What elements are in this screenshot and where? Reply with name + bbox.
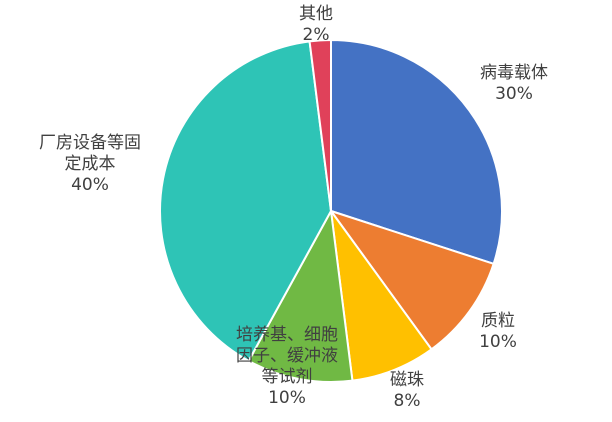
slice-category-label: 因子、缓冲液	[236, 346, 338, 366]
slice-percent-label: 2%	[303, 25, 330, 45]
slice-category-label: 定成本	[65, 154, 116, 174]
slice-percent-label: 10%	[268, 388, 306, 408]
pie-slice-5	[308, 38, 332, 212]
slice-label-1: 质粒 10%	[479, 311, 517, 352]
slice-percent-label: 8%	[394, 391, 421, 411]
slice-category-label: 磁珠	[390, 370, 424, 390]
slice-category-label: 等试剂	[262, 367, 313, 387]
slice-category-label: 其他	[299, 4, 333, 24]
slice-label-5: 其他 2%	[299, 4, 333, 45]
slice-category-label: 厂房设备等固	[39, 133, 141, 153]
slice-percent-label: 30%	[495, 84, 533, 104]
pie-slice-3	[247, 207, 354, 383]
slice-category-label: 病毒载体	[480, 63, 548, 83]
pie-slices	[159, 38, 503, 383]
pie-slice-1	[328, 209, 495, 351]
slice-label-3: 培养基、细胞因子、缓冲液等试剂 10%	[236, 325, 338, 408]
pie-slice-4	[159, 40, 333, 363]
slice-percent-label: 10%	[479, 332, 517, 352]
pie-slice-0	[330, 38, 503, 266]
slice-category-label: 培养基、细胞	[236, 325, 338, 345]
slice-label-0: 病毒载体 30%	[480, 63, 548, 104]
slice-label-4: 厂房设备等固定成本 40%	[39, 133, 141, 195]
slice-category-label: 质粒	[481, 311, 515, 331]
slice-percent-label: 40%	[71, 175, 109, 195]
pie-labels: 病毒载体 30%质粒 10%磁珠 8%培养基、细胞因子、缓冲液等试剂 10%厂房设备等固…	[39, 4, 548, 411]
slice-label-2: 磁珠 8%	[390, 370, 424, 411]
